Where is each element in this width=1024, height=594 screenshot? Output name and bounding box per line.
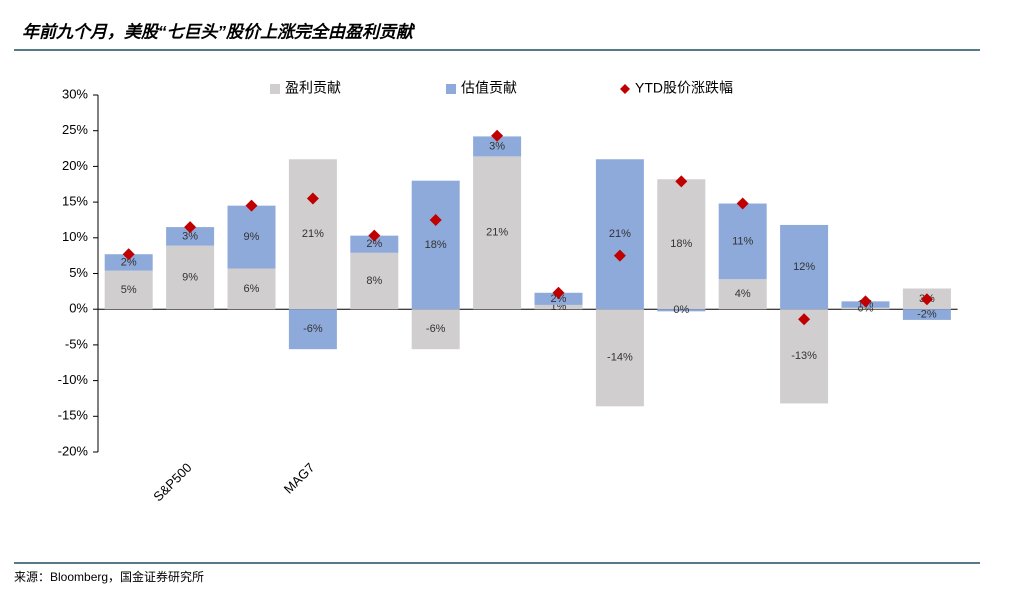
bar (657, 179, 706, 310)
bar (288, 309, 337, 350)
source: 来源：Bloomberg，国金证券研究所 (14, 569, 204, 584)
y-tick-label: -20% (58, 443, 89, 458)
bar (411, 309, 460, 350)
bar (595, 309, 644, 407)
ytd-marker (429, 213, 442, 226)
bar (780, 224, 829, 310)
x-tick-label: MAG7 (281, 460, 318, 497)
value-label: 0% (673, 304, 689, 316)
bar (411, 180, 460, 310)
value-label: -13% (791, 350, 817, 362)
bar (718, 203, 767, 280)
y-tick-label: 15% (62, 194, 88, 209)
value-label: 12% (793, 261, 815, 273)
bar (104, 254, 153, 271)
value-label: 3% (182, 230, 198, 242)
bar (657, 309, 706, 312)
chart-title: 年前九个月，美股“七巨头”股价上涨完全由盈利贡献 (22, 22, 416, 41)
legend-label: 盈利贡献 (285, 80, 341, 96)
bar (166, 227, 215, 246)
x-tick-label: S&P500 (150, 460, 194, 504)
value-label: 21% (302, 228, 324, 240)
value-label: 2% (551, 293, 567, 305)
ytd-marker (859, 295, 872, 308)
value-label: 9% (244, 231, 260, 243)
value-label: 21% (486, 227, 508, 239)
ytd-marker (675, 175, 688, 188)
bar (718, 279, 767, 310)
y-tick-label: 10% (62, 229, 88, 244)
bar (166, 245, 215, 310)
value-label: 4% (735, 288, 751, 300)
ytd-marker (552, 286, 565, 299)
bar (841, 307, 890, 310)
value-label: -6% (426, 323, 446, 335)
value-label: 9% (182, 271, 198, 283)
value-label: 8% (366, 275, 382, 287)
value-label: 6% (244, 283, 260, 295)
ytd-marker (122, 248, 135, 261)
value-label: 2% (121, 256, 137, 268)
legend-swatch (446, 84, 456, 94)
bar (288, 159, 337, 310)
value-label: 18% (425, 239, 447, 251)
legend-swatch (270, 84, 280, 94)
bar (104, 270, 153, 310)
ytd-marker (613, 249, 626, 262)
bar (595, 159, 644, 310)
value-label: 21% (609, 228, 631, 240)
y-tick-label: 25% (62, 122, 88, 137)
y-tick-label: -5% (65, 336, 89, 351)
ytd-marker (368, 229, 381, 242)
ytd-marker (245, 199, 258, 212)
bar (227, 268, 276, 310)
ytd-marker (306, 192, 319, 205)
legend-label: 估值贡献 (461, 80, 517, 96)
y-tick-label: -15% (58, 408, 89, 423)
value-label: -2% (917, 308, 937, 320)
value-label: 2% (366, 238, 382, 250)
ytd-marker (798, 313, 811, 326)
value-label: -14% (607, 352, 633, 364)
bar (227, 205, 276, 269)
bar (534, 292, 583, 305)
legend-label: YTD股价涨跌幅 (635, 80, 733, 96)
y-tick-label: 5% (69, 265, 88, 280)
value-label: 3% (489, 140, 505, 152)
bar (473, 156, 522, 310)
bar (534, 304, 583, 310)
bar (902, 309, 951, 320)
bar (350, 252, 399, 310)
bar (473, 136, 522, 157)
y-tick-label: 0% (69, 301, 88, 316)
value-label: 18% (670, 238, 692, 250)
ytd-marker (920, 293, 933, 306)
bar (350, 235, 399, 253)
ytd-marker (184, 221, 197, 234)
value-label: -6% (303, 323, 323, 335)
y-tick-label: -10% (58, 372, 89, 387)
value-label: 11% (732, 235, 753, 247)
y-tick-label: 20% (62, 158, 88, 173)
y-tick-label: 30% (62, 86, 88, 101)
ytd-marker (491, 129, 504, 142)
ytd-marker (736, 197, 749, 210)
legend-swatch (620, 84, 630, 94)
value-label: 5% (121, 284, 137, 296)
